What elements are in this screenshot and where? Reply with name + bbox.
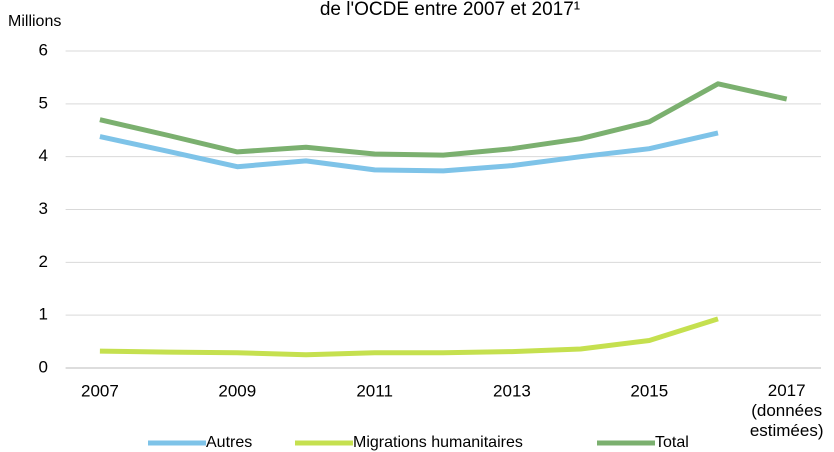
x-tick-label-line: 2017 — [768, 381, 806, 400]
y-tick-label: 4 — [39, 146, 48, 165]
legend-label: Migrations humanitaires — [353, 434, 523, 451]
x-tick-label: 2011 — [356, 381, 393, 400]
y-tick-label: 1 — [39, 305, 48, 324]
legend-label: Total — [655, 434, 689, 451]
x-tick-label: 2013 — [493, 381, 531, 400]
y-tick-label: 6 — [39, 40, 48, 59]
series-line — [99, 130, 719, 174]
series-line — [99, 316, 719, 358]
y-axis-label: Millions — [8, 13, 61, 30]
x-tick-label: 2017 (données estimées) — [750, 381, 824, 440]
x-tick-label: 2009 — [218, 381, 256, 400]
x-tick-label-line: estimées) — [750, 421, 824, 440]
chart-title: de l'OCDE entre 2007 et 2017¹ — [320, 0, 580, 20]
series-line — [99, 81, 788, 158]
y-tick-label: 5 — [39, 93, 48, 112]
y-tick-label: 3 — [39, 199, 48, 218]
x-tick-label: 2015 — [630, 381, 668, 400]
x-tick-label-line: (données — [751, 401, 822, 420]
legend-label: Autres — [206, 434, 252, 451]
x-tick-label: 2007 — [81, 381, 119, 400]
y-tick-label: 2 — [39, 252, 48, 271]
y-tick-label: 0 — [39, 357, 48, 376]
